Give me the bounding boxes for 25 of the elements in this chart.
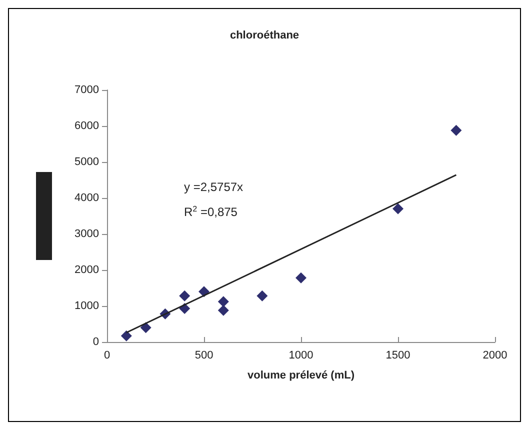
point xyxy=(392,203,404,214)
point xyxy=(296,272,306,284)
y-tick-label: 6000 xyxy=(74,120,99,132)
y-tick-label: 3000 xyxy=(74,228,99,240)
point xyxy=(179,290,190,302)
point xyxy=(218,296,229,308)
point xyxy=(218,304,229,316)
x-tick-label: 500 xyxy=(194,350,214,362)
y-tick-label: 7000 xyxy=(74,84,99,96)
annotation: y =2,5757x xyxy=(184,180,244,194)
y-tick-label: 1000 xyxy=(74,300,99,312)
x-tick-label: 1500 xyxy=(386,350,410,362)
y-tick-label: 4000 xyxy=(74,192,99,204)
y-tick-label: 0 xyxy=(92,336,99,348)
x-tick-label: 1000 xyxy=(288,350,314,362)
point xyxy=(450,124,462,136)
point xyxy=(140,322,152,334)
x-tick-label: 2000 xyxy=(482,350,508,362)
y-tick-label: 2000 xyxy=(74,264,99,276)
point xyxy=(256,290,268,302)
chart-title: chloroéthane xyxy=(230,30,300,42)
x-axis-title: volume prélevé (mL) xyxy=(248,370,355,382)
y-tick-label: 5000 xyxy=(74,156,99,168)
x-tick-label: 0 xyxy=(104,350,110,362)
point xyxy=(120,330,132,342)
